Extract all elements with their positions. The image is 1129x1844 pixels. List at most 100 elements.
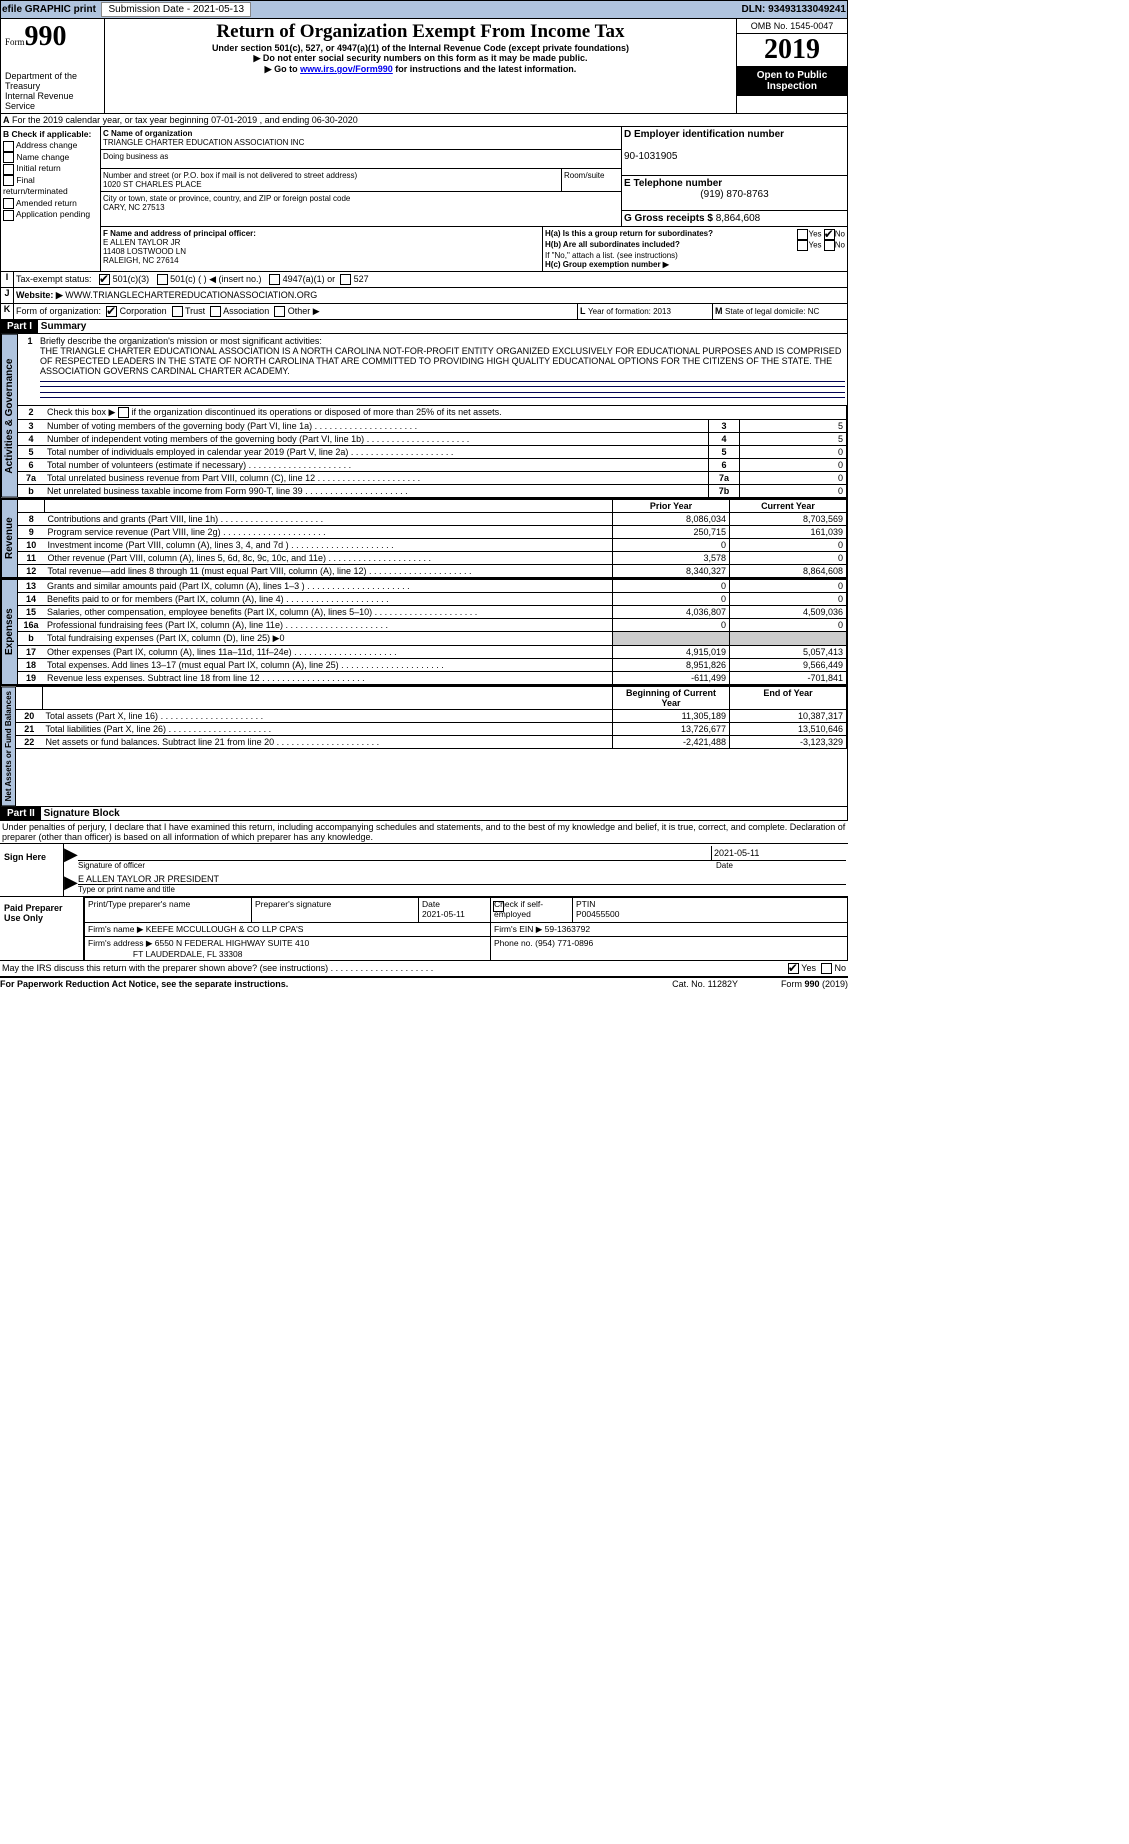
col-boy: Beginning of Current Year xyxy=(613,686,730,709)
dln: DLN: 93493133049241 xyxy=(741,4,846,15)
part-ii-label: Part II xyxy=(1,807,41,820)
form-word: Form xyxy=(5,37,25,47)
hc-label: H(c) Group exemption number ▶ xyxy=(545,260,669,269)
mission-prompt: Briefly describe the organization's miss… xyxy=(40,336,322,346)
cb-self-emp[interactable] xyxy=(493,901,504,912)
opt-501c3: 501(c)(3) xyxy=(113,274,150,284)
cb-initial-return[interactable] xyxy=(3,164,14,175)
ha-yes[interactable] xyxy=(797,229,808,240)
cb-other[interactable] xyxy=(274,306,285,317)
subtitle-1: Under section 501(c), 527, or 4947(a)(1)… xyxy=(107,43,734,53)
footer-left: For Paperwork Reduction Act Notice, see … xyxy=(0,979,672,989)
identity-block: B Check if applicable: Address change Na… xyxy=(0,127,848,272)
box-h: H(a) Is this a group return for subordin… xyxy=(543,227,847,271)
cb-527[interactable] xyxy=(340,274,351,285)
part-ii-title: Signature Block xyxy=(44,808,120,819)
hb-label: H(b) Are all subordinates included? xyxy=(545,240,680,249)
tax-year: 2019 xyxy=(737,34,847,66)
yes-label2: Yes xyxy=(808,241,821,250)
cb-4947[interactable] xyxy=(269,274,280,285)
firm-phone-label: Phone no. xyxy=(494,938,533,948)
col-eoy: End of Year xyxy=(730,686,847,709)
opt-501c: 501(c) ( ) ◀ (insert no.) xyxy=(170,274,261,284)
domicile: State of legal domicile: NC xyxy=(725,307,819,316)
cb-address-change[interactable] xyxy=(3,141,14,152)
row-i-label: I xyxy=(1,272,14,287)
type-label: Type or print name and title xyxy=(78,885,846,894)
ptin-value: P00455500 xyxy=(576,909,620,919)
omb-number: OMB No. 1545-0047 xyxy=(737,19,847,34)
cb-name-change[interactable] xyxy=(3,152,14,163)
opt-corp: Corporation xyxy=(120,306,167,316)
cb-trust[interactable] xyxy=(172,306,183,317)
cb-amended-return[interactable] xyxy=(3,198,14,209)
addr-label: Number and street (or P.O. box if mail i… xyxy=(103,171,357,180)
dept: Department of the Treasury Internal Reve… xyxy=(5,71,100,111)
sign-here-block: Sign Here ▶ 2021-05-11 Signature of offi… xyxy=(0,843,848,896)
submission-date: Submission Date - 2021-05-13 xyxy=(101,2,251,17)
firm-addr2: FT LAUDERDALE, FL 33308 xyxy=(133,949,243,959)
gross-label: G Gross receipts $ xyxy=(624,213,713,224)
ha-no[interactable] xyxy=(824,229,835,240)
prep-date: 2021-05-11 xyxy=(422,909,465,919)
sign-here-label: Sign Here xyxy=(0,844,63,896)
row-l-label: L xyxy=(580,306,586,316)
box-f-label: F Name and address of principal officer: xyxy=(103,229,256,238)
revenue-table: Prior YearCurrent Year 8Contributions an… xyxy=(18,499,847,578)
cb-final-return-terminated[interactable] xyxy=(3,175,14,186)
website-value: WWW.TRIANGLECHARTEREDUCATIONASSOCIATION.… xyxy=(65,290,317,300)
cb-application-pending[interactable] xyxy=(3,210,14,221)
year-formation: Year of formation: 2013 xyxy=(588,307,671,316)
firm-phone: (954) 771-0896 xyxy=(535,938,593,948)
part-i-title: Summary xyxy=(41,321,87,332)
phone-value: (919) 870-8763 xyxy=(624,189,845,200)
officer-name: E ALLEN TAYLOR JR xyxy=(103,238,180,247)
tab-governance: Activities & Governance xyxy=(1,334,18,498)
may-no[interactable] xyxy=(821,963,832,974)
cb-assoc[interactable] xyxy=(210,306,221,317)
form-header: Form990 Department of the Treasury Inter… xyxy=(0,19,848,114)
ein-lbl: Firm's EIN ▶ xyxy=(494,924,542,934)
signer-name: E ALLEN TAYLOR JR PRESIDENT xyxy=(78,874,846,885)
cb-501c3[interactable] xyxy=(99,274,110,285)
goto-post: for instructions and the latest informat… xyxy=(393,64,577,74)
yes-label: Yes xyxy=(808,230,821,239)
subtitle-2: ▶ Do not enter social security numbers o… xyxy=(107,53,734,64)
cb-corp[interactable] xyxy=(106,306,117,317)
firm-ein: 59-1363792 xyxy=(545,924,590,934)
box-b-title: B Check if applicable: xyxy=(3,129,98,140)
open-to-public: Open to Public Inspection xyxy=(737,66,847,96)
opt-trust: Trust xyxy=(185,306,205,316)
tab-net: Net Assets or Fund Balances xyxy=(1,686,16,806)
officer-city: RALEIGH, NC 27614 xyxy=(103,256,179,265)
net-table: Beginning of Current YearEnd of Year 20T… xyxy=(16,686,847,749)
may-yes-label: Yes xyxy=(801,963,816,973)
box-c: C Name of organization TRIANGLE CHARTER … xyxy=(101,127,847,271)
cb-501c[interactable] xyxy=(157,274,168,285)
city-label: City or town, state or province, country… xyxy=(103,194,350,203)
opt-other: Other ▶ xyxy=(288,306,320,316)
goto-pre: ▶ Go to xyxy=(265,64,300,74)
ptin-label: PTIN xyxy=(576,899,595,909)
hb-yes[interactable] xyxy=(797,240,808,251)
may-no-label: No xyxy=(834,963,846,973)
line-1: 1 xyxy=(20,336,40,403)
may-yes[interactable] xyxy=(788,963,799,974)
paid-preparer-block: Paid Preparer Use Only Print/Type prepar… xyxy=(0,896,848,959)
row-j-label: J xyxy=(1,288,14,303)
may-text: May the IRS discuss this return with the… xyxy=(2,963,328,973)
box-f: F Name and address of principal officer:… xyxy=(101,227,543,271)
dba-label: Doing business as xyxy=(103,152,168,161)
tax-status-label: Tax-exempt status: xyxy=(16,274,92,284)
gross-value: 8,864,608 xyxy=(716,213,761,224)
box-c-label: C Name of organization xyxy=(103,129,192,138)
paid-label: Paid Preparer Use Only xyxy=(0,897,83,959)
opt-527: 527 xyxy=(354,274,369,284)
prep-date-label: Date xyxy=(422,899,440,909)
declaration: Under penalties of perjury, I declare th… xyxy=(0,821,848,843)
row-a: A For the 2019 calendar year, or tax yea… xyxy=(0,114,848,127)
tab-revenue: Revenue xyxy=(1,499,18,578)
instructions-link[interactable]: www.irs.gov/Form990 xyxy=(300,64,393,74)
opt-assoc: Association xyxy=(223,306,269,316)
hb-no[interactable] xyxy=(824,240,835,251)
